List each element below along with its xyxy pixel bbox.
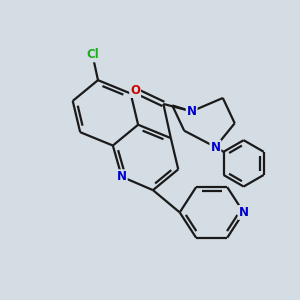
Text: N: N: [210, 140, 220, 154]
Text: O: O: [130, 84, 140, 97]
Text: Cl: Cl: [86, 48, 99, 62]
Text: N: N: [117, 170, 127, 183]
Text: N: N: [187, 105, 196, 118]
Text: N: N: [238, 206, 249, 219]
